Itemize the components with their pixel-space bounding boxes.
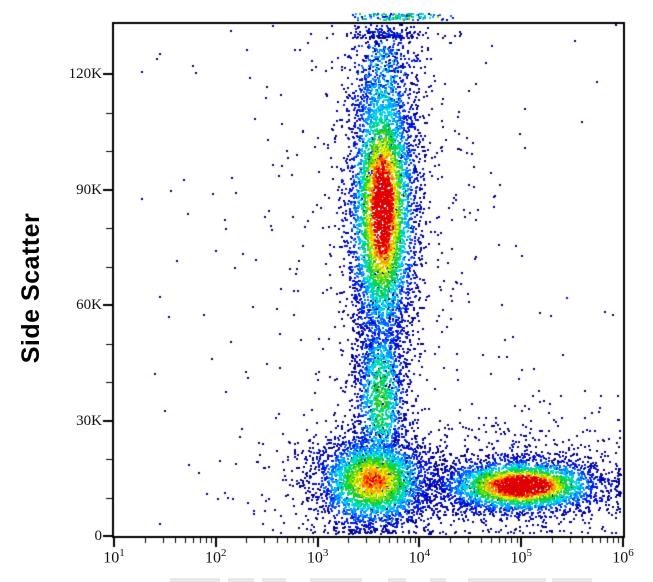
clipped-x-axis-label-fragment xyxy=(468,578,546,582)
x-tick-label-10e5: 105 xyxy=(510,547,532,567)
clipped-x-axis-label-fragment xyxy=(388,578,406,582)
clipped-x-axis-label-fragment xyxy=(228,578,254,582)
x-tick-label-10e3: 103 xyxy=(306,547,329,567)
x-tick-label-10e1: 101 xyxy=(103,547,125,567)
y-tick-label-30K: 30K xyxy=(76,412,102,429)
x-tick-label-10e4: 104 xyxy=(408,547,431,567)
clipped-x-axis-label-fragment xyxy=(170,578,220,582)
x-tick-label-10e2: 102 xyxy=(205,547,227,567)
x-tick-label-10e6: 106 xyxy=(612,547,634,567)
y-tick-label-60K: 60K xyxy=(76,297,102,314)
clipped-x-axis-label-fragment xyxy=(262,578,286,582)
y-tick-label-120K: 120K xyxy=(68,66,102,83)
clipped-x-axis-label-fragment xyxy=(552,578,592,582)
y-tick-label-0: 0 xyxy=(94,528,103,544)
y-tick-label-90K: 90K xyxy=(76,181,102,198)
clipped-x-axis-label-fragment xyxy=(430,578,446,582)
clipped-x-axis-label-fragment xyxy=(310,578,362,582)
